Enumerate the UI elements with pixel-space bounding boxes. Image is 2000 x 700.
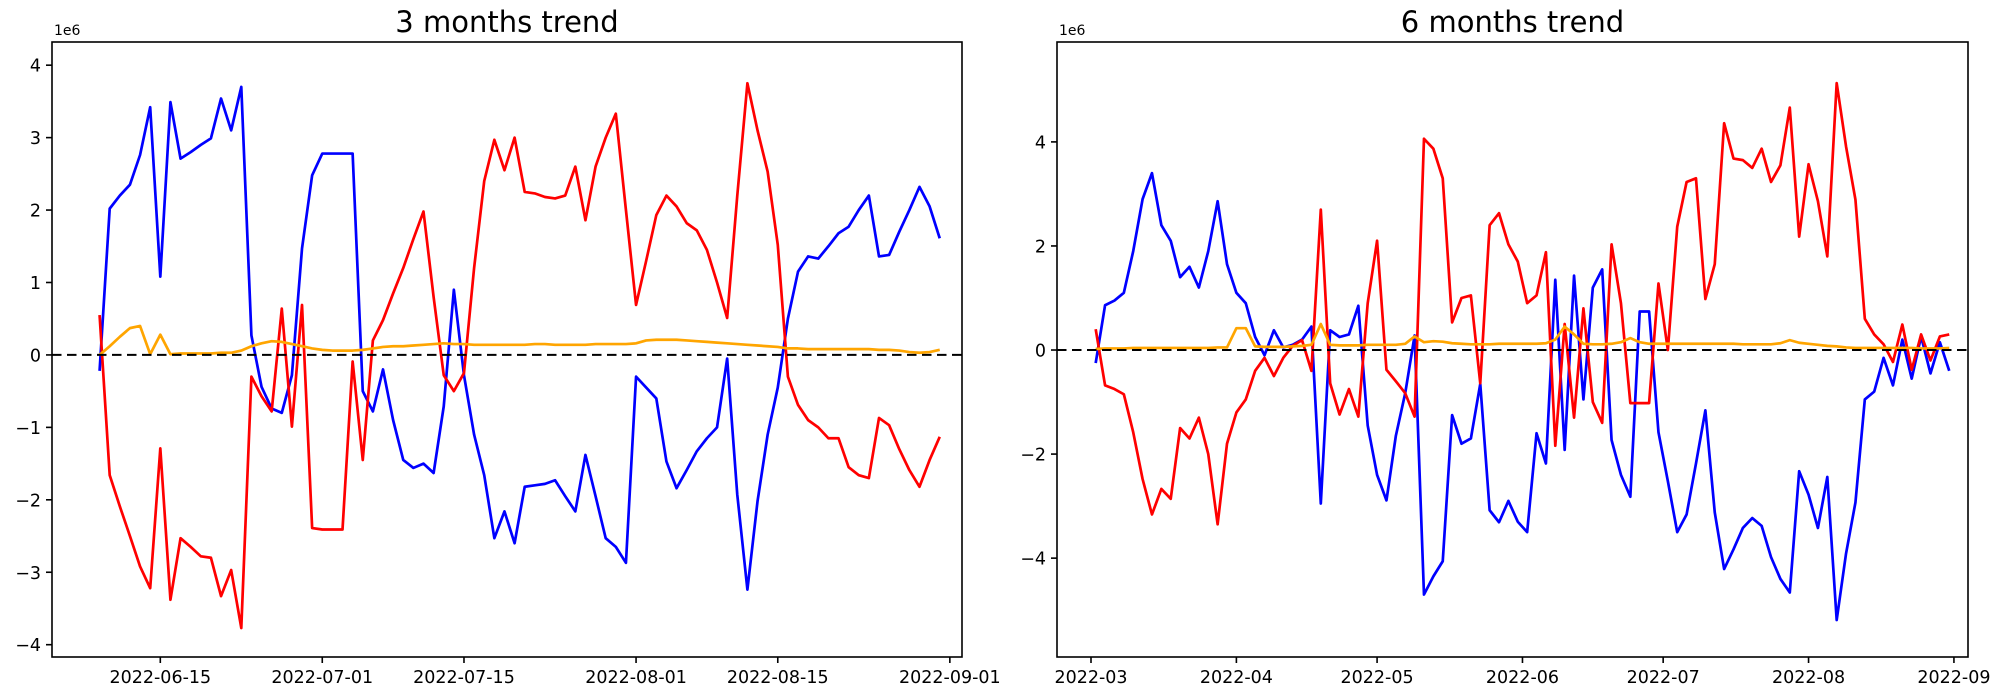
left-y-tick-label: −1 bbox=[15, 419, 41, 439]
right-x-tick-label: 2022-08 bbox=[1772, 668, 1845, 688]
right-y-tick-label: 4 bbox=[1035, 133, 1046, 153]
right-y-tick-label: −2 bbox=[1020, 446, 1046, 466]
left-y-tick-label: 3 bbox=[30, 129, 41, 149]
left-plot-area bbox=[98, 81, 942, 630]
left-x-tick-label: 2022-08-01 bbox=[585, 668, 687, 688]
right-axis-offset-label: 1e6 bbox=[1059, 23, 1086, 39]
right-chart-title: 6 months trend bbox=[1400, 5, 1625, 39]
right-y-tick-label: −4 bbox=[1020, 550, 1046, 570]
left-x-tick-label: 2022-07-15 bbox=[413, 668, 515, 688]
left-y-tick-label: 1 bbox=[30, 274, 41, 294]
left-x-tick-label: 2022-09-01 bbox=[899, 668, 1001, 688]
left-x-tick-label: 2022-07-01 bbox=[271, 668, 373, 688]
left-y-tick-label: −3 bbox=[15, 564, 41, 584]
right-y-tick-label: 2 bbox=[1035, 237, 1046, 257]
left-axes-frame bbox=[51, 41, 963, 658]
left-chart-title: 3 months trend bbox=[395, 5, 619, 39]
left-chart: 2022-06-15 2022-07-01 2022-07-15 2022-08-01… bbox=[15, 23, 1001, 688]
left-y-tick-label: 0 bbox=[30, 346, 41, 366]
right-y-tick-label: 0 bbox=[1035, 342, 1046, 362]
right-x-tick-label: 2022-09 bbox=[1917, 668, 1990, 688]
left-orange-line bbox=[98, 324, 941, 356]
left-blue-line bbox=[98, 85, 942, 591]
right-x-tick-label: 2022-05 bbox=[1341, 668, 1414, 688]
left-y-tick-label: −2 bbox=[15, 491, 41, 511]
right-x-tick-label: 2022-04 bbox=[1200, 668, 1273, 688]
left-y-tick-label: 2 bbox=[30, 202, 41, 222]
right-x-tick-label: 2022-07 bbox=[1627, 668, 1700, 688]
left-y-tick-label: 4 bbox=[30, 57, 41, 77]
right-x-tick-label: 2022-03 bbox=[1054, 668, 1127, 688]
right-orange-line bbox=[1095, 322, 1950, 351]
left-x-tick-label: 2022-06-15 bbox=[109, 668, 211, 688]
right-x-tick-label: 2022-06 bbox=[1486, 668, 1559, 688]
left-y-tick-label: −4 bbox=[15, 636, 41, 656]
right-plot-area bbox=[1094, 81, 1951, 622]
right-blue-line bbox=[1094, 171, 1951, 622]
left-x-tick-label: 2022-08-15 bbox=[727, 668, 829, 688]
right-red-line bbox=[1094, 81, 1950, 526]
left-red-line bbox=[98, 81, 941, 630]
left-axis-offset-label: 1e6 bbox=[54, 23, 81, 39]
right-chart: 2022-03 2022-04 2022-05 2022-06 2022-07 2022-… bbox=[1020, 23, 1990, 688]
